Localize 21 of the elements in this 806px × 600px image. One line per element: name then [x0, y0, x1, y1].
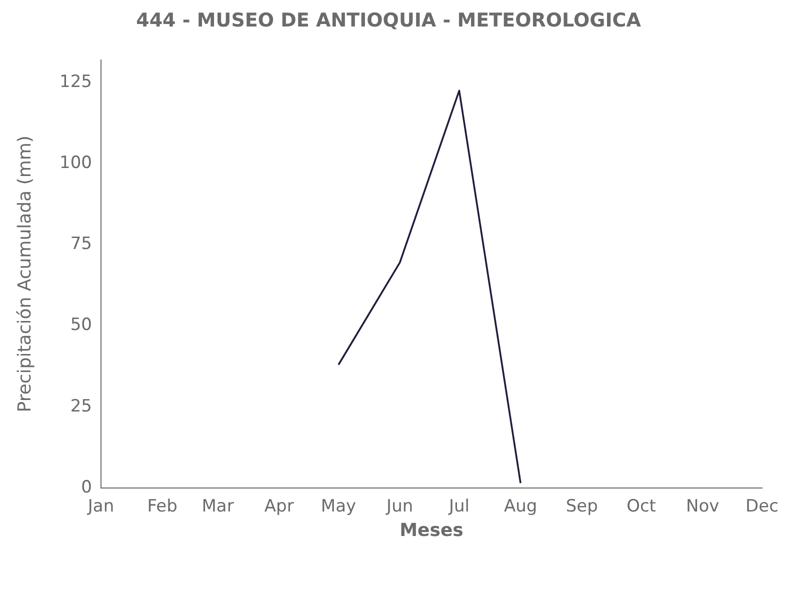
x-tick-label: Feb	[147, 496, 178, 517]
y-tick-label: 100	[60, 153, 92, 174]
y-tick-label: 25	[70, 396, 92, 416]
y-tick-label: 75	[70, 234, 92, 254]
x-tick-label: Mar	[202, 496, 234, 517]
y-tick-label: 125	[60, 72, 92, 92]
x-tick-label: Aug	[504, 496, 538, 517]
x-tick-label: Apr	[264, 496, 294, 517]
x-tick-label: Jun	[386, 496, 414, 517]
y-tick-label: 50	[70, 315, 92, 336]
x-tick-label: May	[320, 496, 356, 517]
y-axis-title: Precipitación Acumulada (mm)	[14, 136, 36, 412]
x-tick-label: Oct	[626, 496, 656, 517]
x-tick-label: Jan	[86, 496, 114, 517]
x-tick-label: Sep	[566, 496, 598, 517]
y-tick-label: 0	[81, 477, 92, 498]
x-tick-label: Jul	[448, 496, 470, 517]
x-tick-label: Nov	[686, 496, 720, 517]
x-axis-title: Meses	[400, 520, 464, 541]
chart-title: 444 - MUSEO DE ANTIOQUIA - METEOROLOGICA	[136, 9, 642, 32]
x-tick-label: Dec	[746, 496, 778, 517]
